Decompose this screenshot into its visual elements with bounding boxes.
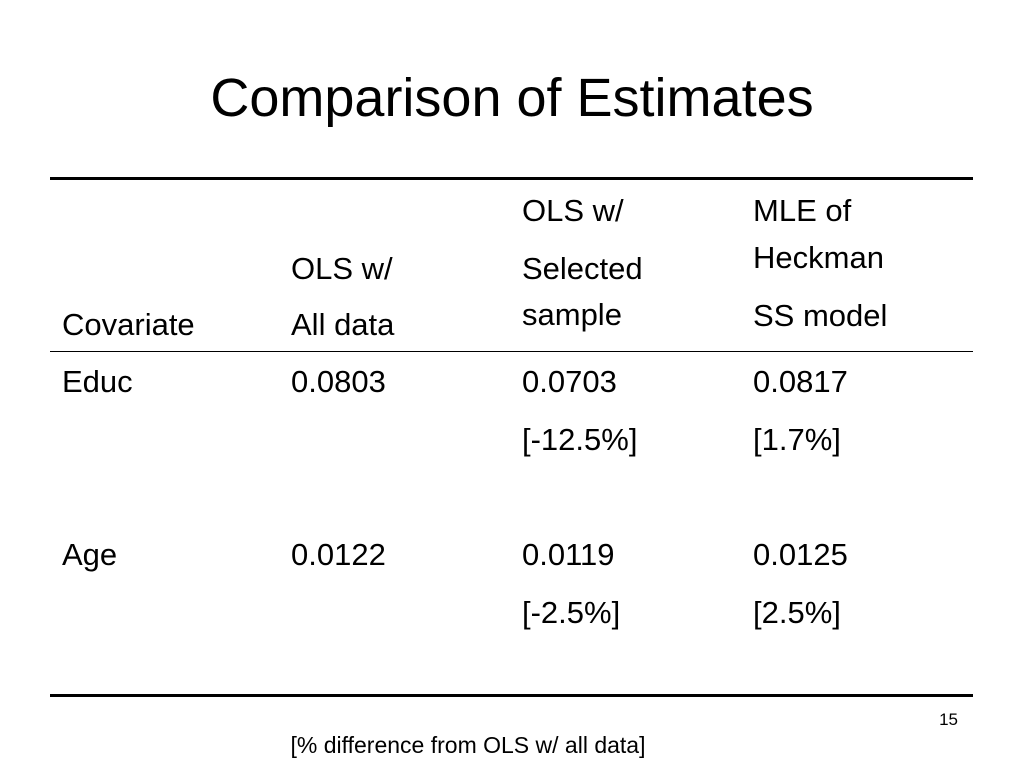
row-age-ols-selected: 0.0119 xyxy=(522,537,615,572)
row-age-covariate: Age xyxy=(62,537,118,572)
header-ols-selected-line2: Selected xyxy=(522,251,643,286)
row-educ-covariate: Educ xyxy=(62,364,133,399)
header-ols-all-line1: OLS w/ xyxy=(291,251,393,286)
row-age-mle-diff: [2.5%] xyxy=(753,595,841,630)
row-educ-ols-all: 0.0803 xyxy=(291,364,386,399)
row-age-mle: 0.0125 xyxy=(753,537,848,572)
header-covariate: Covariate xyxy=(62,307,195,342)
header-mle-line2: Heckman xyxy=(753,240,884,275)
header-mle-line3: SS model xyxy=(753,298,888,333)
slide-title: Comparison of Estimates xyxy=(210,68,814,128)
table-header-rule xyxy=(50,351,973,352)
header-ols-selected-line1: OLS w/ xyxy=(522,193,624,228)
row-educ-ols-selected: 0.0703 xyxy=(522,364,617,399)
table-top-rule xyxy=(50,177,973,180)
row-educ-ols-selected-diff: [-12.5%] xyxy=(522,422,638,457)
table-bottom-rule xyxy=(50,694,973,697)
slide-number: 15 xyxy=(939,710,958,729)
row-age-ols-all: 0.0122 xyxy=(291,537,386,572)
row-age-ols-selected-diff: [-2.5%] xyxy=(522,595,621,630)
row-educ-mle: 0.0817 xyxy=(753,364,848,399)
header-ols-selected-line3: sample xyxy=(522,297,622,332)
footnote: [% difference from OLS w/ all data] xyxy=(290,732,646,758)
header-ols-all-line2: All data xyxy=(291,307,395,342)
header-mle-line1: MLE of xyxy=(753,193,852,228)
row-educ-mle-diff: [1.7%] xyxy=(753,422,841,457)
